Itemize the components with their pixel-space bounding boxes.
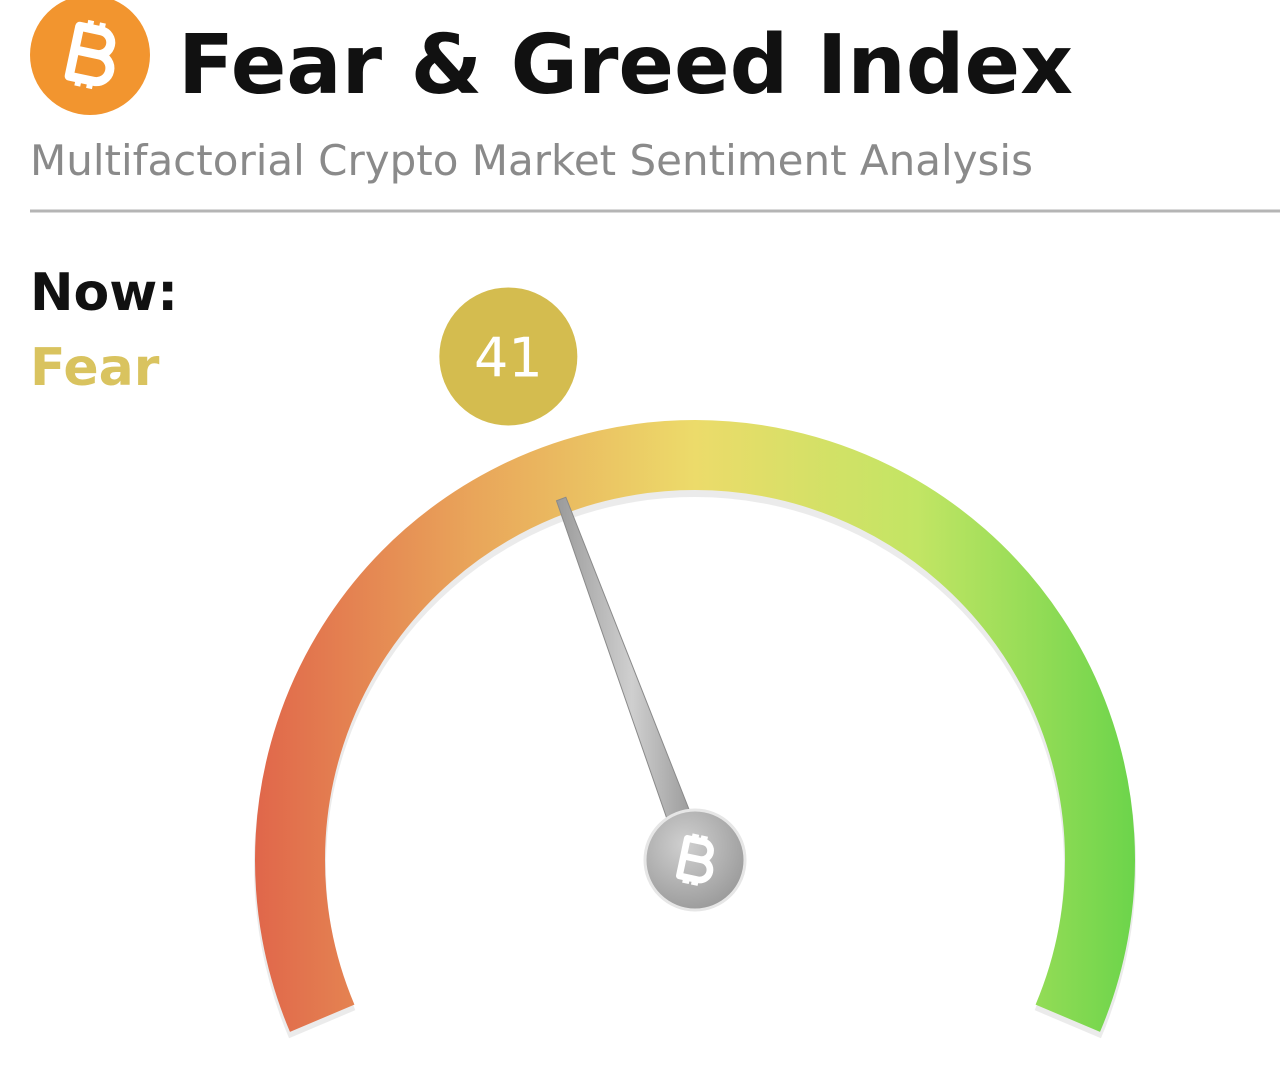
title: Fear & Greed Index	[178, 18, 1073, 113]
needle	[555, 496, 708, 866]
hub-icon	[675, 833, 714, 886]
now-label: Now:	[30, 263, 178, 323]
hub-icon-shape	[675, 833, 714, 886]
gauge-arc	[255, 420, 1135, 1032]
value-label: 41	[474, 326, 543, 389]
classification: Fear	[30, 338, 160, 398]
logo	[30, 0, 150, 115]
gauge: 41	[254, 287, 1136, 1039]
value-badge	[439, 287, 578, 426]
subtitle: Multifactorial Crypto Market Sentiment A…	[30, 136, 1033, 185]
